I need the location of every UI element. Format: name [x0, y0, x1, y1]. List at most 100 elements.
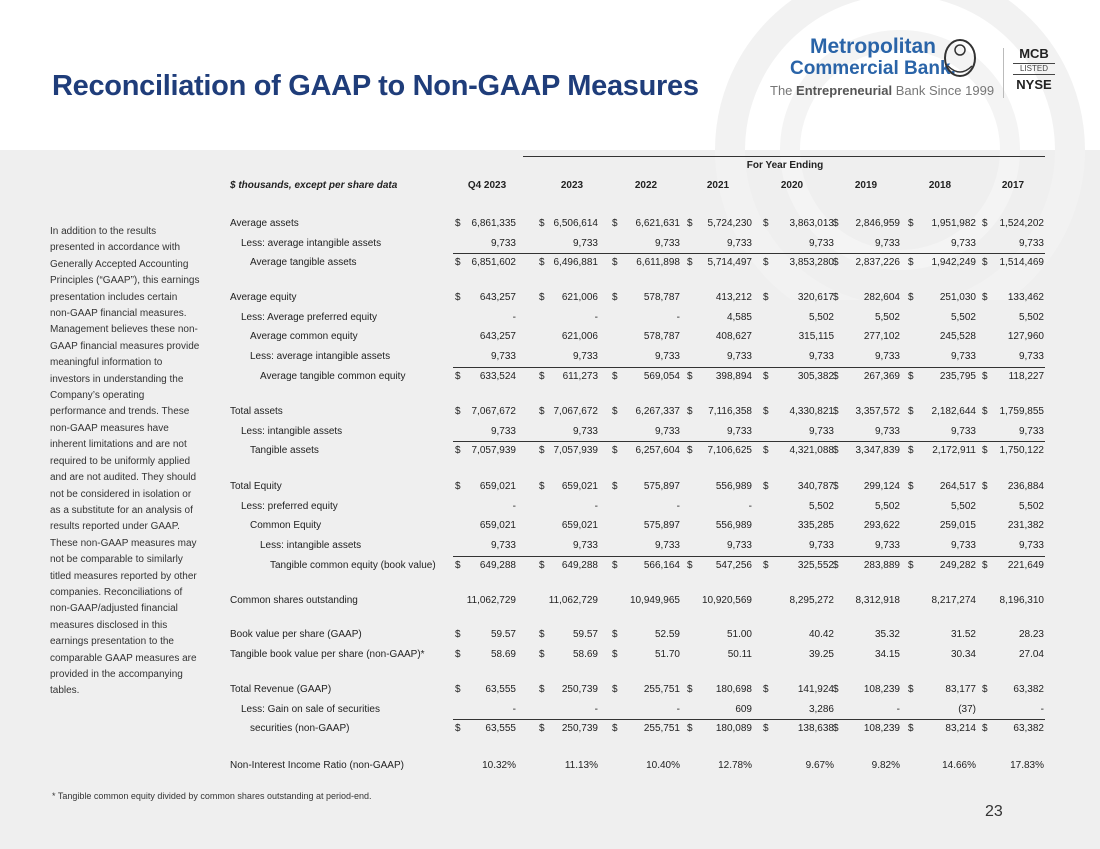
cell-value: 649,288: [561, 559, 598, 571]
currency-sign: $: [539, 648, 545, 660]
cell-value: 6,506,614: [553, 218, 599, 229]
cell-value: 7,057,939: [553, 445, 599, 457]
currency-sign: $: [539, 292, 545, 303]
total-rule: [453, 719, 1045, 721]
cell-value: 58.69: [490, 648, 516, 660]
cell-value: 659,021: [561, 481, 598, 492]
cell-value: 9,733: [874, 237, 900, 249]
currency-sign: $: [763, 481, 769, 492]
logo-line: Commercial Bank.: [790, 58, 956, 79]
currency-sign: $: [455, 445, 461, 457]
total-rule: [453, 555, 1045, 557]
cell-value: 138,638: [797, 723, 834, 735]
cell-value: 649,288: [479, 559, 516, 571]
cell-value: 659,021: [479, 481, 516, 492]
cell-value: 8,312,918: [855, 595, 901, 606]
cell-value: -: [676, 500, 680, 512]
currency-sign: $: [833, 445, 839, 457]
currency-sign: $: [455, 370, 461, 382]
currency-sign: $: [612, 218, 618, 229]
cell-value: 5,502: [950, 311, 976, 323]
cell-value: 9,733: [874, 540, 900, 552]
currency-sign: $: [833, 406, 839, 417]
cell-value: 1,759,855: [999, 406, 1045, 417]
row-label: Common Equity: [250, 520, 322, 532]
cell-value: 9,733: [808, 540, 834, 552]
page-number: 23: [985, 803, 1003, 820]
cell-value: 335,285: [797, 520, 834, 532]
tagline-part: Bank Since 1999: [895, 83, 995, 98]
cell-value: 133,462: [1007, 292, 1044, 303]
row-label: Less: average intangible assets: [250, 351, 391, 363]
cell-value: 6,257,604: [635, 445, 681, 457]
cell-value: 1,951,982: [931, 218, 977, 229]
cell-value: 575,897: [643, 481, 680, 492]
total-rule: [453, 366, 1045, 368]
cell-value: 566,164: [643, 559, 680, 571]
cell-value: 8,217,274: [931, 595, 977, 606]
cell-value: 267,369: [863, 370, 900, 382]
currency-sign: $: [763, 445, 769, 457]
cell-value: 118,227: [1008, 370, 1044, 382]
currency-sign: $: [763, 370, 769, 382]
cell-value: -: [676, 703, 680, 715]
cell-value: 4,321,088: [789, 445, 835, 457]
currency-sign: $: [539, 257, 545, 269]
currency-sign: $: [539, 559, 545, 571]
cell-value: 643,257: [479, 331, 516, 343]
cell-value: -: [748, 500, 752, 512]
cell-value: 141,924: [797, 684, 834, 695]
cell-value: 7,057,939: [471, 445, 517, 457]
cell-value: 578,787: [643, 292, 680, 303]
total-rule: [453, 441, 1045, 443]
cell-value: 633,524: [479, 370, 516, 382]
cell-value: 250,739: [561, 684, 598, 695]
currency-sign: $: [612, 648, 618, 660]
cell-value: 621,006: [561, 331, 598, 343]
cell-value: 58.69: [572, 648, 598, 660]
cell-value: 5,724,230: [707, 218, 753, 229]
column-header: 2017: [1001, 180, 1025, 191]
cell-value: -: [512, 703, 516, 715]
currency-sign: $: [612, 406, 618, 417]
cell-value: 9,733: [572, 540, 598, 552]
cell-value: 245,528: [939, 331, 976, 343]
currency-sign: $: [908, 406, 914, 417]
cell-value: 1,750,122: [999, 445, 1045, 457]
currency-sign: $: [612, 445, 618, 457]
cell-value: 30.34: [950, 648, 976, 660]
cell-value: 9,733: [490, 237, 516, 249]
cell-value: 569,054: [643, 370, 680, 382]
column-header: 2023: [560, 180, 584, 191]
cell-value: 235,795: [939, 370, 976, 382]
cell-value: 7,106,625: [707, 445, 753, 457]
currency-sign: $: [908, 292, 914, 303]
cell-value: 28.23: [1018, 629, 1044, 640]
currency-sign: $: [687, 370, 693, 382]
logo-tagline: The Entrepreneurial Bank Since 1999: [770, 83, 994, 98]
cell-value: 556,989: [715, 481, 752, 492]
watermark: [715, 0, 1085, 300]
row-label: Average common equity: [250, 331, 358, 343]
cell-value: 83,177: [945, 684, 976, 695]
cell-value: 35.32: [874, 629, 900, 640]
currency-sign: $: [982, 218, 988, 229]
cell-value: 9,733: [808, 237, 834, 249]
currency-sign: $: [908, 684, 914, 695]
cell-value: 63,555: [485, 723, 516, 735]
group-header: For Year Ending: [746, 160, 824, 171]
currency-sign: $: [687, 406, 693, 417]
cell-value: 9,733: [726, 425, 752, 437]
tagline-part: The: [770, 83, 793, 98]
cell-value: 547,256: [715, 559, 752, 571]
cell-value: 2,172,911: [932, 445, 976, 457]
currency-sign: $: [455, 292, 461, 303]
cell-value: 5,502: [950, 500, 976, 512]
cell-value: 6,496,881: [553, 257, 599, 269]
currency-sign: $: [908, 257, 914, 269]
logo-name: Metropolitan Commercial Bank.: [790, 36, 956, 80]
currency-sign: $: [833, 723, 839, 735]
cell-value: 9.82%: [871, 760, 900, 771]
row-label: Non-Interest Income Ratio (non-GAAP): [230, 760, 404, 771]
